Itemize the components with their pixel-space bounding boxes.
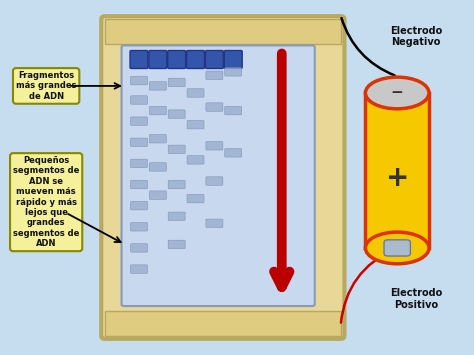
FancyBboxPatch shape: [168, 240, 185, 248]
FancyBboxPatch shape: [121, 45, 315, 306]
FancyBboxPatch shape: [101, 16, 345, 339]
FancyBboxPatch shape: [206, 219, 223, 228]
FancyBboxPatch shape: [149, 135, 166, 143]
FancyBboxPatch shape: [130, 180, 147, 189]
Ellipse shape: [365, 232, 429, 264]
FancyBboxPatch shape: [187, 120, 204, 129]
Text: +: +: [385, 164, 409, 191]
FancyBboxPatch shape: [187, 195, 204, 203]
FancyBboxPatch shape: [187, 50, 204, 69]
FancyBboxPatch shape: [149, 163, 166, 171]
Bar: [365, 93, 429, 248]
FancyBboxPatch shape: [206, 142, 223, 150]
FancyBboxPatch shape: [149, 50, 167, 69]
FancyBboxPatch shape: [168, 212, 185, 220]
FancyBboxPatch shape: [206, 177, 223, 185]
FancyBboxPatch shape: [224, 50, 242, 69]
FancyBboxPatch shape: [168, 50, 186, 69]
FancyBboxPatch shape: [384, 240, 410, 256]
FancyBboxPatch shape: [168, 78, 185, 87]
FancyBboxPatch shape: [130, 244, 147, 252]
FancyBboxPatch shape: [130, 201, 147, 210]
FancyBboxPatch shape: [187, 155, 204, 164]
FancyBboxPatch shape: [225, 106, 242, 115]
Text: Pequeños
segmentos de
ADN se
mueven más
rápido y más
lejos que
grandes
segmentos: Pequeños segmentos de ADN se mueven más …: [13, 156, 79, 248]
FancyBboxPatch shape: [130, 159, 147, 168]
FancyBboxPatch shape: [168, 110, 185, 118]
Text: Electrodo
Positivo: Electrodo Positivo: [390, 288, 442, 310]
FancyBboxPatch shape: [130, 76, 147, 85]
FancyBboxPatch shape: [225, 67, 242, 76]
Text: Electrodo
Negativo: Electrodo Negativo: [390, 26, 442, 48]
FancyBboxPatch shape: [130, 265, 147, 273]
FancyBboxPatch shape: [205, 50, 223, 69]
FancyBboxPatch shape: [130, 96, 147, 104]
FancyBboxPatch shape: [149, 82, 166, 90]
FancyBboxPatch shape: [187, 89, 204, 97]
FancyBboxPatch shape: [206, 103, 223, 111]
Text: Fragmentos
más grandes
de ADN: Fragmentos más grandes de ADN: [16, 71, 76, 101]
FancyBboxPatch shape: [130, 138, 147, 147]
FancyBboxPatch shape: [206, 71, 223, 80]
FancyBboxPatch shape: [130, 223, 147, 231]
FancyBboxPatch shape: [130, 117, 147, 125]
Text: −: −: [391, 86, 403, 100]
FancyBboxPatch shape: [130, 50, 148, 69]
FancyBboxPatch shape: [168, 180, 185, 189]
FancyBboxPatch shape: [149, 191, 166, 200]
Bar: [105, 19, 341, 44]
Ellipse shape: [365, 77, 429, 109]
FancyBboxPatch shape: [149, 106, 166, 115]
Bar: [105, 311, 341, 336]
FancyBboxPatch shape: [168, 145, 185, 154]
FancyBboxPatch shape: [225, 149, 242, 157]
